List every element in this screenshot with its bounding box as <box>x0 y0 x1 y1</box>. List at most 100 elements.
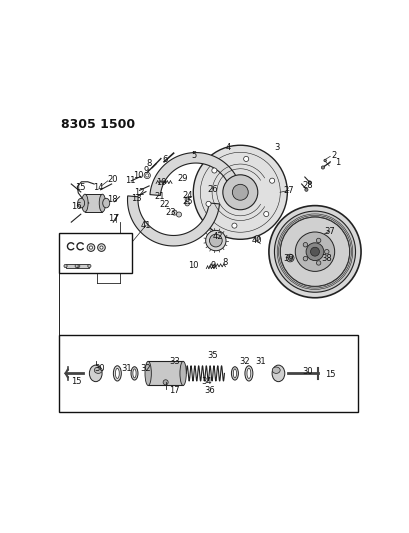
Text: 32: 32 <box>238 358 249 367</box>
Ellipse shape <box>272 367 279 374</box>
Text: 30: 30 <box>94 364 105 373</box>
Ellipse shape <box>115 368 119 378</box>
Ellipse shape <box>113 366 121 381</box>
Circle shape <box>304 188 307 191</box>
Circle shape <box>303 256 307 261</box>
Text: 30: 30 <box>302 367 312 376</box>
Ellipse shape <box>272 365 284 382</box>
Text: 8: 8 <box>222 257 227 266</box>
Text: 31: 31 <box>121 364 132 373</box>
Ellipse shape <box>133 369 136 378</box>
Polygon shape <box>150 152 240 196</box>
Text: 27: 27 <box>283 186 294 195</box>
Circle shape <box>310 247 319 256</box>
Circle shape <box>205 230 225 251</box>
Ellipse shape <box>81 194 88 212</box>
Text: 21: 21 <box>154 192 165 201</box>
Bar <box>148 361 183 385</box>
Ellipse shape <box>131 367 138 380</box>
Circle shape <box>205 201 211 206</box>
Text: 38: 38 <box>321 254 332 263</box>
Text: 15: 15 <box>71 376 81 385</box>
Text: 39: 39 <box>283 254 294 263</box>
Text: 31: 31 <box>254 358 265 367</box>
Text: 3: 3 <box>274 143 279 152</box>
Ellipse shape <box>75 264 78 268</box>
Text: 11: 11 <box>124 176 135 185</box>
Circle shape <box>145 174 148 177</box>
Circle shape <box>324 249 328 254</box>
Circle shape <box>209 234 222 247</box>
Text: 19: 19 <box>155 178 166 187</box>
Circle shape <box>323 159 326 162</box>
Text: 6: 6 <box>162 155 167 164</box>
Circle shape <box>172 210 177 215</box>
Circle shape <box>254 236 259 240</box>
Text: 37: 37 <box>323 227 334 236</box>
Ellipse shape <box>88 264 91 268</box>
Circle shape <box>280 217 349 286</box>
Ellipse shape <box>64 264 67 268</box>
Text: 16: 16 <box>70 202 81 211</box>
Text: 8: 8 <box>146 159 151 168</box>
Text: 24: 24 <box>182 191 192 200</box>
Circle shape <box>144 172 150 179</box>
Text: 35: 35 <box>207 351 218 360</box>
Text: 42: 42 <box>212 232 223 241</box>
Text: 12: 12 <box>134 188 144 197</box>
Ellipse shape <box>94 367 102 374</box>
Bar <box>59 233 132 273</box>
Circle shape <box>316 238 320 243</box>
Text: 22: 22 <box>160 199 170 208</box>
Text: 26: 26 <box>207 184 218 193</box>
Ellipse shape <box>233 369 236 378</box>
Text: 28: 28 <box>302 181 312 190</box>
Circle shape <box>306 243 323 261</box>
Circle shape <box>269 178 274 183</box>
Text: 29: 29 <box>178 174 188 183</box>
Text: 2: 2 <box>330 151 336 160</box>
Text: 17: 17 <box>108 214 118 223</box>
Ellipse shape <box>231 367 238 380</box>
Circle shape <box>274 211 355 292</box>
Bar <box>59 335 357 411</box>
Text: 10: 10 <box>188 261 198 270</box>
Circle shape <box>288 256 291 260</box>
Circle shape <box>193 145 287 239</box>
Circle shape <box>89 246 92 249</box>
Text: 13: 13 <box>131 194 142 203</box>
Text: 5: 5 <box>191 151 196 160</box>
Polygon shape <box>127 196 219 246</box>
Bar <box>85 194 102 212</box>
Text: 20: 20 <box>107 175 117 184</box>
Circle shape <box>211 168 216 173</box>
Text: 18: 18 <box>107 196 117 204</box>
Text: 34: 34 <box>200 376 211 385</box>
Circle shape <box>176 212 181 217</box>
Text: 8305 1500: 8305 1500 <box>61 118 135 131</box>
Circle shape <box>97 244 105 252</box>
Text: 15: 15 <box>74 183 85 192</box>
Ellipse shape <box>246 368 250 378</box>
Bar <box>65 264 78 268</box>
Text: 10: 10 <box>133 171 144 180</box>
Text: 25: 25 <box>182 197 192 206</box>
Ellipse shape <box>77 198 84 208</box>
Circle shape <box>243 156 248 161</box>
Circle shape <box>263 212 268 216</box>
Ellipse shape <box>89 365 102 382</box>
Text: 15: 15 <box>324 370 335 379</box>
Circle shape <box>184 201 189 206</box>
Text: 36: 36 <box>204 386 214 395</box>
Text: 1: 1 <box>334 158 339 167</box>
Ellipse shape <box>145 361 151 385</box>
Circle shape <box>232 184 247 200</box>
Text: 23: 23 <box>165 208 175 217</box>
Circle shape <box>285 254 293 262</box>
Circle shape <box>222 175 257 210</box>
Text: 9: 9 <box>209 261 215 270</box>
Text: 41: 41 <box>140 221 151 230</box>
Bar <box>76 264 89 268</box>
Circle shape <box>307 181 310 184</box>
Circle shape <box>163 379 168 385</box>
